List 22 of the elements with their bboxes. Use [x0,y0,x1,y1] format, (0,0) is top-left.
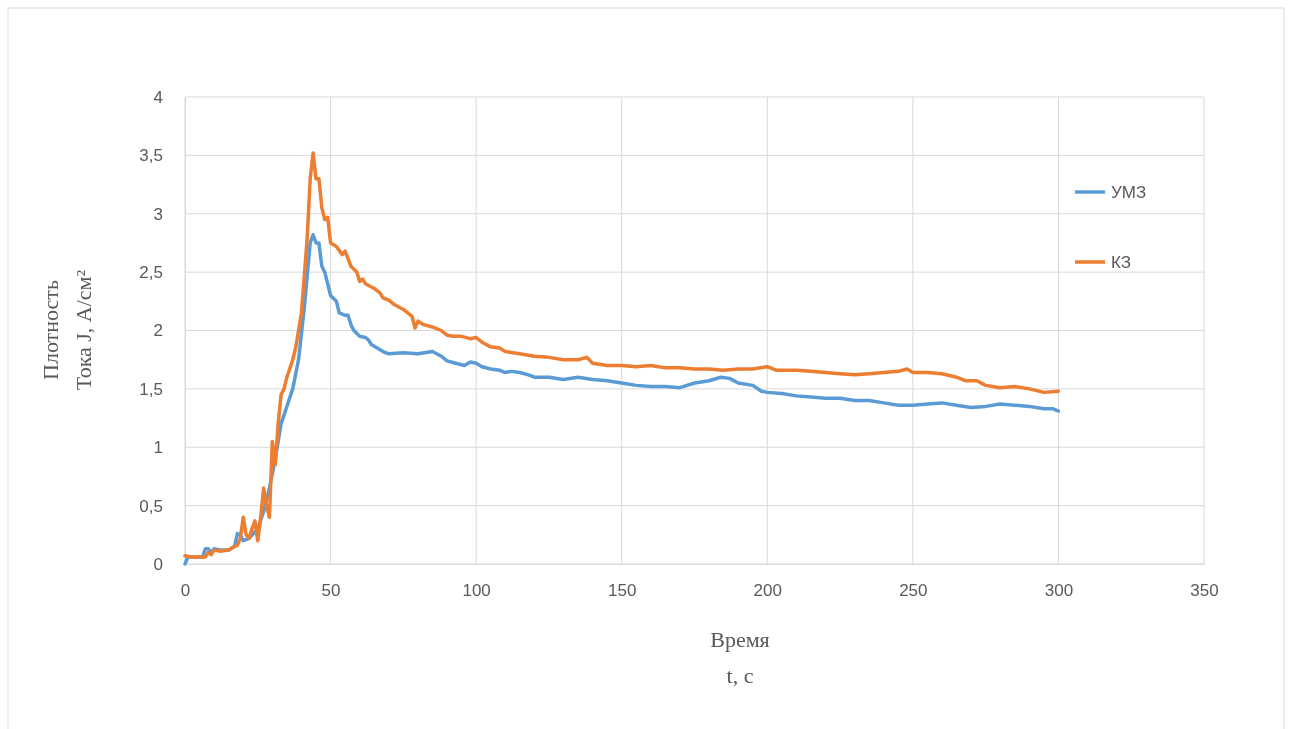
y-tick-label: 3,5 [139,146,163,166]
x-tick-label: 200 [753,581,782,601]
line-series [183,151,1061,559]
x-tick-label: 0 [180,581,191,601]
y-tick-label: 2,5 [139,263,163,283]
legend-label: УМЗ [1111,183,1147,202]
y-tick-label: 0 [153,554,163,574]
y-tick-label: 1 [153,438,163,458]
y-tick-label: 2 [153,321,163,341]
x-axis-title: Время t, c [710,627,770,688]
y-axis-title: Плотность Тока J, А/см² [38,269,96,391]
legend-label: КЗ [1111,253,1131,272]
x-tick-label: 250 [899,581,928,601]
y-tick-label: 1,5 [139,379,163,399]
y-tick-label: 4 [153,87,163,107]
x-tick-label: 150 [608,581,637,601]
x-tick-label: 350 [1190,581,1219,601]
x-tick-label: 50 [321,581,341,601]
y-tick-label: 0,5 [139,496,163,516]
x-tick-label: 300 [1044,581,1074,601]
x-tick-label: 100 [462,581,491,601]
y-tick-label: 3 [153,204,163,224]
